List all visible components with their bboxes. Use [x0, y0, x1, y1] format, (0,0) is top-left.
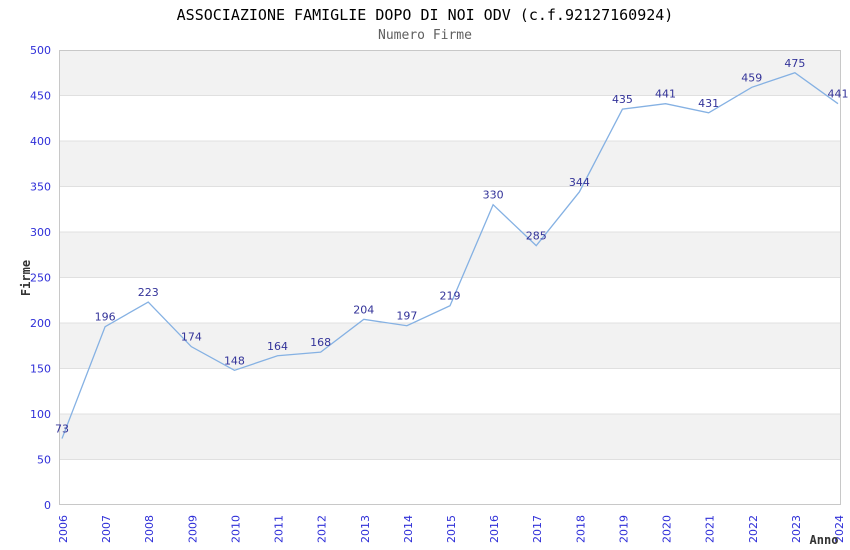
data-label: 441: [655, 88, 676, 101]
x-tick-label: 2009: [186, 515, 199, 543]
x-axis-title: Anno: [809, 533, 839, 547]
x-tick-label: 2014: [402, 515, 415, 543]
data-label: 204: [353, 303, 374, 316]
plot-band: [59, 95, 841, 141]
y-tick-label: 400: [30, 135, 51, 148]
data-label: 475: [784, 57, 805, 70]
x-tick-label: 2020: [661, 515, 674, 543]
y-tick-label: 300: [30, 226, 51, 239]
x-tick-label: 2012: [316, 515, 329, 543]
x-tick-label: 2021: [704, 515, 717, 543]
data-line: [61, 72, 839, 439]
plot-band: [59, 232, 841, 278]
y-tick-label: 450: [30, 90, 51, 103]
x-tick-label: 2024: [833, 515, 846, 543]
data-label: 168: [310, 336, 331, 349]
data-label: 196: [95, 311, 116, 324]
data-label: 174: [181, 331, 202, 344]
data-label: 441: [828, 88, 849, 101]
x-tick-label: 2019: [617, 515, 630, 543]
y-tick-label: 100: [30, 408, 51, 421]
data-label: 73: [55, 423, 69, 436]
plot-border: [59, 50, 841, 505]
data-label: 431: [698, 97, 719, 110]
x-tick-label: 2018: [574, 515, 587, 543]
y-tick-label: 350: [30, 181, 51, 194]
data-label: 330: [483, 189, 504, 202]
plot-band: [59, 459, 841, 505]
x-tick-label: 2017: [531, 515, 544, 543]
data-label: 435: [612, 93, 633, 106]
chart-subtitle: Numero Firme: [378, 28, 472, 43]
x-tick-label: 2011: [273, 515, 286, 543]
data-label: 285: [526, 230, 547, 243]
data-label: 344: [569, 176, 590, 189]
chart-title: ASSOCIAZIONE FAMIGLIE DOPO DI NOI ODV (c…: [176, 6, 674, 24]
plot-band: [59, 277, 841, 323]
x-tick-label: 2006: [57, 515, 70, 543]
plot-band: [59, 186, 841, 232]
data-label: 223: [138, 286, 159, 299]
x-tick-label: 2007: [100, 515, 113, 543]
data-label: 148: [224, 354, 245, 367]
plot-band: [59, 323, 841, 369]
y-tick-label: 0: [44, 499, 51, 512]
plot-band: [59, 141, 841, 187]
plot-band: [59, 368, 841, 414]
data-label: 459: [741, 71, 762, 84]
x-tick-label: 2016: [488, 515, 501, 543]
y-tick-label: 500: [30, 44, 51, 57]
plot-band: [59, 414, 841, 460]
x-tick-label: 2010: [229, 515, 242, 543]
plot-band: [59, 50, 841, 96]
y-tick-label: 200: [30, 317, 51, 330]
data-label: 197: [396, 310, 417, 323]
data-label: 164: [267, 340, 288, 353]
data-label: 219: [440, 290, 461, 303]
y-tick-label: 150: [30, 363, 51, 376]
y-axis-title: Firme: [19, 259, 33, 297]
x-tick-label: 2023: [790, 515, 803, 543]
y-tick-label: 250: [30, 272, 51, 285]
x-tick-label: 2022: [747, 515, 760, 543]
y-tick-label: 50: [37, 454, 51, 467]
x-tick-label: 2008: [143, 515, 156, 543]
x-tick-label: 2013: [359, 515, 372, 543]
x-tick-label: 2015: [445, 515, 458, 543]
